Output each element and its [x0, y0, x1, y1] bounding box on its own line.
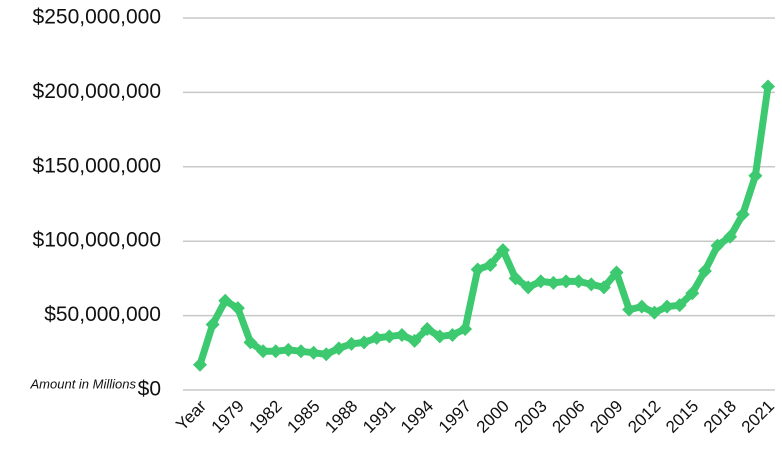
marker	[761, 79, 775, 94]
marker	[660, 299, 675, 314]
marker	[407, 333, 422, 348]
marker	[193, 357, 207, 372]
marker	[432, 329, 447, 344]
marker	[369, 330, 384, 345]
y-tick-label: $150,000,000	[33, 154, 161, 177]
marker	[281, 342, 296, 357]
marker	[685, 286, 700, 301]
y-tick-label: $100,000,000	[33, 229, 161, 252]
y-tick-label: $0	[138, 378, 161, 401]
marker	[420, 321, 435, 336]
x-tick-label: 1985	[283, 397, 323, 437]
marker	[205, 317, 220, 332]
marker	[584, 277, 599, 292]
marker	[319, 347, 334, 362]
x-tick-label: 1994	[397, 397, 437, 437]
marker	[445, 327, 460, 342]
marker	[483, 258, 498, 273]
x-tick-label: 1979	[208, 397, 248, 437]
y-tick-label: $50,000,000	[44, 303, 161, 326]
marker	[697, 263, 712, 278]
marker	[723, 229, 738, 244]
marker	[559, 274, 574, 289]
line	[196, 85, 772, 366]
y-tick-label: $250,000,000	[33, 6, 161, 29]
marker	[495, 243, 510, 258]
marker	[268, 344, 283, 359]
x-tick-label: 2009	[586, 397, 626, 437]
marker	[230, 301, 245, 316]
marker	[306, 345, 321, 360]
marker	[596, 280, 611, 295]
x-tick-label: 2021	[738, 397, 778, 437]
annotation: Amount in Millions	[30, 376, 137, 391]
x-tick-label: 1991	[359, 397, 399, 437]
marker	[293, 344, 308, 359]
marker	[546, 275, 561, 290]
marker	[571, 274, 586, 289]
marker	[508, 271, 523, 286]
y-tick-label: $200,000,000	[33, 80, 161, 103]
marker	[735, 207, 750, 222]
x-tick-label: 1997	[435, 397, 475, 437]
marker	[256, 344, 271, 359]
marker	[243, 335, 258, 350]
marker	[748, 168, 763, 183]
marker	[634, 299, 649, 314]
marker	[609, 265, 624, 280]
marker	[357, 335, 372, 350]
marker	[622, 302, 637, 317]
x-tick-label: 1988	[321, 397, 361, 437]
x-tick-label: 2012	[624, 397, 664, 437]
marker	[710, 238, 725, 253]
x-tick-label: 1982	[246, 397, 286, 437]
x-tick-label: Year	[172, 396, 210, 434]
marker	[672, 298, 687, 313]
marker	[521, 280, 536, 295]
x-tick-label: 2015	[662, 397, 702, 437]
marker	[647, 305, 662, 320]
marker	[394, 327, 409, 342]
x-tick-label: 2003	[511, 397, 551, 437]
marker	[382, 329, 397, 344]
marker	[458, 321, 473, 336]
x-tick-label: 2006	[548, 397, 588, 437]
marker	[533, 274, 548, 289]
x-tick-label: 2000	[473, 397, 513, 437]
marker	[331, 341, 346, 356]
marker	[470, 262, 485, 277]
x-tick-label: 2018	[700, 397, 740, 437]
marker	[218, 293, 233, 308]
marker	[344, 336, 359, 351]
